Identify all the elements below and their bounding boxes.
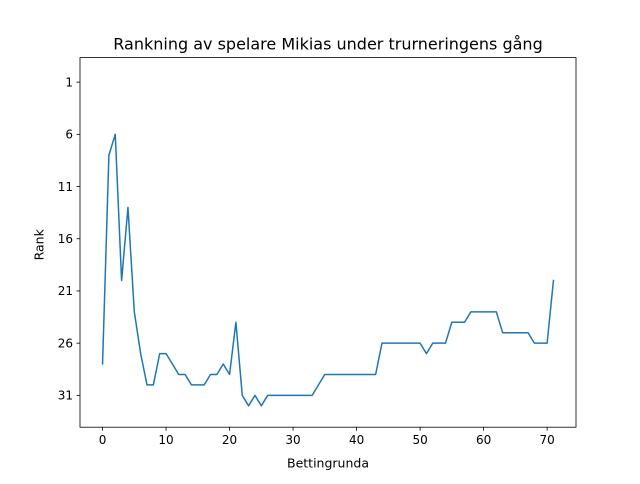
y-tick-label: 11 [58, 180, 73, 194]
x-axis-label: Bettingrunda [287, 456, 369, 471]
chart-title: Rankning av spelare Mikias under trurner… [113, 35, 542, 54]
y-tick-label: 31 [58, 389, 73, 403]
plot-frame [79, 57, 577, 428]
y-tick-label: 16 [58, 232, 73, 246]
y-tick-label: 26 [58, 336, 73, 350]
x-tick-label: 70 [539, 433, 554, 447]
y-axis-label: Rank [32, 228, 47, 260]
y-tick-label: 1 [65, 75, 73, 89]
y-tick-label: 21 [58, 284, 73, 298]
x-tick-label: 0 [99, 433, 107, 447]
series-line [101, 133, 555, 407]
x-tick-label: 60 [476, 433, 491, 447]
x-tick-label: 40 [349, 433, 364, 447]
x-tick-label: 20 [222, 433, 237, 447]
x-tick-label: 10 [158, 433, 173, 447]
y-tick-label: 6 [65, 128, 73, 142]
x-tick-label: 30 [285, 433, 300, 447]
x-tick-label: 50 [412, 433, 427, 447]
